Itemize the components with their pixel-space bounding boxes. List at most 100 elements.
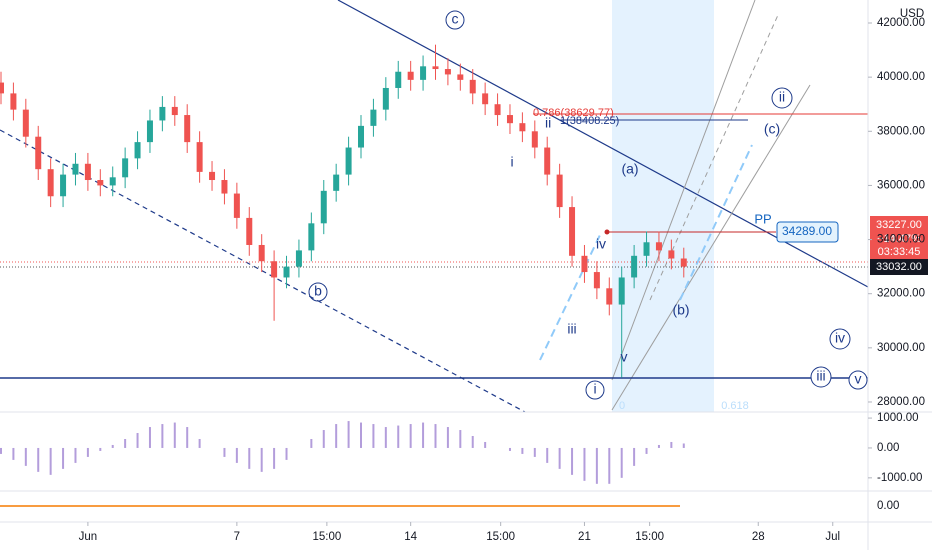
candle-body bbox=[531, 131, 538, 148]
candle-body bbox=[308, 223, 315, 251]
candle-body bbox=[494, 104, 501, 116]
x-tick-label: 15:00 bbox=[635, 531, 664, 543]
candle-body bbox=[358, 125, 365, 148]
candle-body bbox=[109, 177, 116, 186]
candle-body bbox=[333, 174, 340, 191]
annotations: c b i ii (c) (a) iv iii v (b) i iv iii v… bbox=[308, 10, 868, 412]
candle-body bbox=[233, 193, 240, 218]
wave-label: iii bbox=[567, 321, 576, 337]
candle-body bbox=[593, 272, 600, 289]
x-tick-label: 15:00 bbox=[486, 531, 515, 543]
wave-label: ii bbox=[545, 115, 551, 131]
price-tag bbox=[870, 216, 928, 260]
candle-body bbox=[295, 250, 302, 267]
candle-body bbox=[134, 142, 141, 159]
candle-body bbox=[581, 255, 588, 273]
path-arrow bbox=[679, 144, 753, 301]
pp-box bbox=[776, 221, 839, 243]
candle-body bbox=[556, 174, 563, 208]
candle-body bbox=[345, 147, 352, 175]
wave-label: (b) bbox=[672, 302, 689, 318]
fib-label: 0.786(38629.77) bbox=[533, 107, 614, 119]
wave-label: iv bbox=[596, 236, 606, 252]
wave-label: iv bbox=[835, 330, 845, 346]
candle-body bbox=[655, 242, 662, 251]
candle-body bbox=[469, 79, 476, 94]
macd-tick-label: 1000.00 bbox=[877, 412, 919, 424]
candle-body bbox=[22, 109, 29, 137]
candle-body bbox=[122, 158, 129, 178]
candle-body bbox=[271, 261, 278, 278]
price-tag-text: 33032.00 bbox=[876, 261, 922, 273]
candle-body bbox=[196, 142, 203, 172]
candle-body bbox=[0, 82, 4, 94]
trendline bbox=[0, 129, 526, 413]
y-tick-label: 28000.00 bbox=[877, 396, 925, 408]
wave-label: v bbox=[855, 371, 862, 387]
wave-label: (a) bbox=[621, 161, 638, 177]
candle-body bbox=[35, 136, 42, 170]
marks bbox=[0, 44, 687, 484]
wave-label: ii bbox=[779, 89, 785, 105]
wave-label: i bbox=[593, 381, 596, 397]
wave-label: (c) bbox=[764, 121, 780, 137]
wave-circle bbox=[308, 282, 328, 302]
wave-circle bbox=[585, 380, 605, 400]
price-tag-text: 33227.00 bbox=[876, 219, 922, 231]
wave-label: c bbox=[452, 11, 459, 27]
pp-dot bbox=[604, 229, 610, 235]
channel-line bbox=[649, 14, 779, 301]
currency: USD bbox=[900, 8, 924, 20]
x-tick-label: 21 bbox=[578, 531, 591, 543]
y-tick-label: 34000.00 bbox=[877, 234, 925, 246]
candle-body bbox=[519, 123, 526, 132]
candle-body bbox=[444, 69, 451, 75]
price-tag-text: 03:33:45 bbox=[878, 246, 921, 258]
candle-body bbox=[258, 244, 265, 262]
candle-body bbox=[370, 109, 377, 126]
candle-body bbox=[668, 250, 675, 259]
x-tick-label: Jul bbox=[825, 531, 840, 543]
x-tick-label: 7 bbox=[234, 531, 240, 543]
wave-circle bbox=[848, 370, 868, 390]
candle-body bbox=[171, 106, 178, 116]
wave-circle bbox=[810, 366, 832, 388]
candle-body bbox=[631, 255, 638, 278]
wave-label: v bbox=[621, 349, 628, 365]
fib-level: 0 bbox=[619, 400, 625, 412]
candle-body bbox=[643, 242, 650, 256]
x-tick-label: 14 bbox=[404, 531, 417, 543]
candle-body bbox=[283, 266, 290, 278]
candle-body bbox=[544, 147, 551, 175]
candle-body bbox=[97, 180, 104, 186]
candle-body bbox=[395, 71, 402, 88]
channel-line bbox=[611, 0, 756, 381]
wave-circle bbox=[445, 10, 465, 30]
candle-body bbox=[221, 180, 228, 194]
candle-body bbox=[420, 66, 427, 80]
candle-body bbox=[506, 115, 513, 124]
fib-label: 1(38408.25) bbox=[560, 115, 619, 127]
y-tick-label: 42000.00 bbox=[877, 17, 925, 29]
lower-tick-label: 0.00 bbox=[877, 500, 899, 512]
macd-tick-label: 0.00 bbox=[877, 442, 899, 454]
fib-zone bbox=[612, 0, 714, 412]
channel-line bbox=[611, 84, 811, 411]
fib-level: 0.618 bbox=[721, 400, 749, 412]
pp-value: 34289.00 bbox=[782, 224, 832, 238]
wave-label: iii bbox=[816, 368, 825, 384]
candle-body bbox=[606, 288, 613, 305]
candle-body bbox=[569, 207, 576, 256]
candle-body bbox=[680, 258, 687, 267]
candle-body bbox=[382, 87, 389, 110]
candle-body bbox=[432, 66, 439, 70]
candle-body bbox=[47, 169, 54, 197]
candle-body bbox=[209, 171, 216, 181]
candle-body bbox=[184, 115, 191, 143]
wave-circle bbox=[829, 328, 851, 350]
candle-body bbox=[407, 71, 414, 80]
y-tick-label: 30000.00 bbox=[877, 342, 925, 354]
candle-body bbox=[246, 217, 253, 245]
candle-body bbox=[10, 93, 17, 110]
